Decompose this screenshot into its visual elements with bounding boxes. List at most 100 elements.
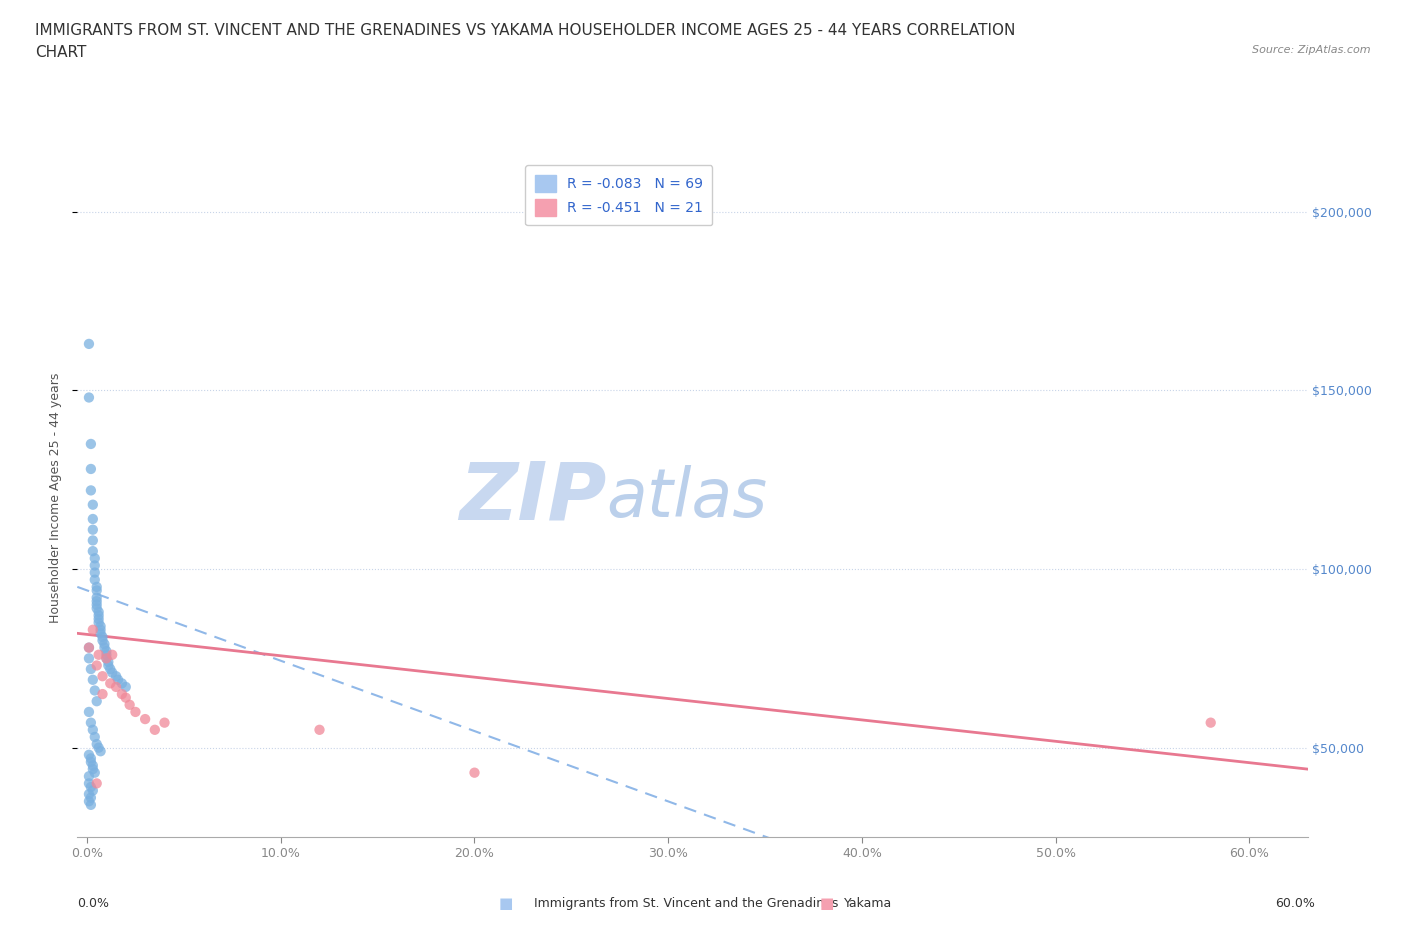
Point bbox=[98, 676, 121, 691]
Point bbox=[80, 779, 103, 794]
Point bbox=[96, 651, 118, 666]
Point bbox=[80, 797, 103, 812]
Point bbox=[80, 754, 103, 769]
Point bbox=[96, 651, 118, 666]
Point bbox=[87, 615, 110, 630]
Point bbox=[86, 694, 108, 709]
Point bbox=[77, 651, 100, 666]
Point bbox=[82, 523, 104, 538]
Y-axis label: Householder Income Ages 25 - 44 years: Householder Income Ages 25 - 44 years bbox=[49, 372, 62, 623]
Point bbox=[87, 604, 110, 619]
Point bbox=[114, 680, 136, 695]
Point bbox=[77, 337, 100, 352]
Text: ■: ■ bbox=[820, 897, 834, 911]
Point bbox=[86, 601, 108, 616]
Point bbox=[86, 737, 108, 751]
Point bbox=[96, 644, 118, 658]
Point bbox=[91, 633, 114, 648]
Point bbox=[83, 765, 105, 780]
Point bbox=[77, 748, 100, 763]
Point bbox=[101, 665, 124, 680]
Point bbox=[143, 723, 166, 737]
Point bbox=[101, 647, 124, 662]
Point bbox=[80, 436, 103, 451]
Point bbox=[118, 698, 141, 712]
Point bbox=[80, 751, 103, 765]
Point bbox=[86, 591, 108, 605]
Text: ZIP: ZIP bbox=[458, 458, 606, 537]
Point bbox=[86, 658, 108, 673]
Point bbox=[93, 637, 115, 652]
Point bbox=[82, 762, 104, 777]
Point bbox=[77, 705, 100, 720]
Point bbox=[308, 723, 330, 737]
Point bbox=[80, 483, 103, 498]
Point bbox=[82, 758, 104, 773]
Point bbox=[90, 626, 112, 641]
Point bbox=[77, 640, 100, 655]
Point bbox=[107, 672, 129, 687]
Point bbox=[82, 544, 104, 559]
Point bbox=[86, 583, 108, 598]
Point bbox=[87, 647, 110, 662]
Text: CHART: CHART bbox=[35, 45, 87, 60]
Point bbox=[98, 661, 121, 676]
Point bbox=[86, 593, 108, 608]
Text: 0.0%: 0.0% bbox=[77, 897, 110, 910]
Point bbox=[82, 533, 104, 548]
Point bbox=[83, 551, 105, 565]
Point bbox=[77, 776, 100, 790]
Legend: R = -0.083   N = 69, R = -0.451   N = 21: R = -0.083 N = 69, R = -0.451 N = 21 bbox=[524, 165, 713, 225]
Point bbox=[124, 705, 146, 720]
Point bbox=[111, 686, 134, 701]
Text: Yakama: Yakama bbox=[844, 897, 891, 910]
Point bbox=[97, 655, 120, 670]
Point bbox=[105, 669, 128, 684]
Point bbox=[90, 618, 112, 633]
Point bbox=[91, 630, 114, 644]
Point bbox=[83, 729, 105, 744]
Point bbox=[87, 740, 110, 755]
Point bbox=[90, 622, 112, 637]
Text: 60.0%: 60.0% bbox=[1275, 897, 1315, 910]
Point bbox=[77, 787, 100, 802]
Point bbox=[134, 711, 156, 726]
Point bbox=[463, 765, 485, 780]
Point bbox=[96, 647, 118, 662]
Point bbox=[87, 612, 110, 627]
Point bbox=[82, 512, 104, 526]
Text: Immigrants from St. Vincent and the Grenadines: Immigrants from St. Vincent and the Gren… bbox=[534, 897, 838, 910]
Text: atlas: atlas bbox=[606, 465, 768, 530]
Point bbox=[82, 498, 104, 512]
Point bbox=[77, 640, 100, 655]
Point bbox=[153, 715, 176, 730]
Point bbox=[80, 790, 103, 805]
Point bbox=[87, 608, 110, 623]
Point bbox=[83, 683, 105, 698]
Point bbox=[83, 558, 105, 573]
Point bbox=[80, 461, 103, 476]
Text: Source: ZipAtlas.com: Source: ZipAtlas.com bbox=[1253, 45, 1371, 55]
Point bbox=[77, 390, 100, 405]
Text: IMMIGRANTS FROM ST. VINCENT AND THE GRENADINES VS YAKAMA HOUSEHOLDER INCOME AGES: IMMIGRANTS FROM ST. VINCENT AND THE GREN… bbox=[35, 23, 1015, 38]
Point bbox=[77, 794, 100, 809]
Point bbox=[90, 744, 112, 759]
Point bbox=[86, 776, 108, 790]
Point bbox=[82, 622, 104, 637]
Point bbox=[83, 572, 105, 587]
Point bbox=[105, 680, 128, 695]
Point bbox=[111, 676, 134, 691]
Point bbox=[1199, 715, 1222, 730]
Point bbox=[82, 672, 104, 687]
Point bbox=[91, 686, 114, 701]
Point bbox=[86, 579, 108, 594]
Point bbox=[91, 669, 114, 684]
Point bbox=[97, 658, 120, 673]
Text: ■: ■ bbox=[499, 897, 513, 911]
Point bbox=[86, 597, 108, 612]
Point bbox=[80, 661, 103, 676]
Point bbox=[80, 715, 103, 730]
Point bbox=[82, 723, 104, 737]
Point bbox=[77, 769, 100, 784]
Point bbox=[82, 783, 104, 798]
